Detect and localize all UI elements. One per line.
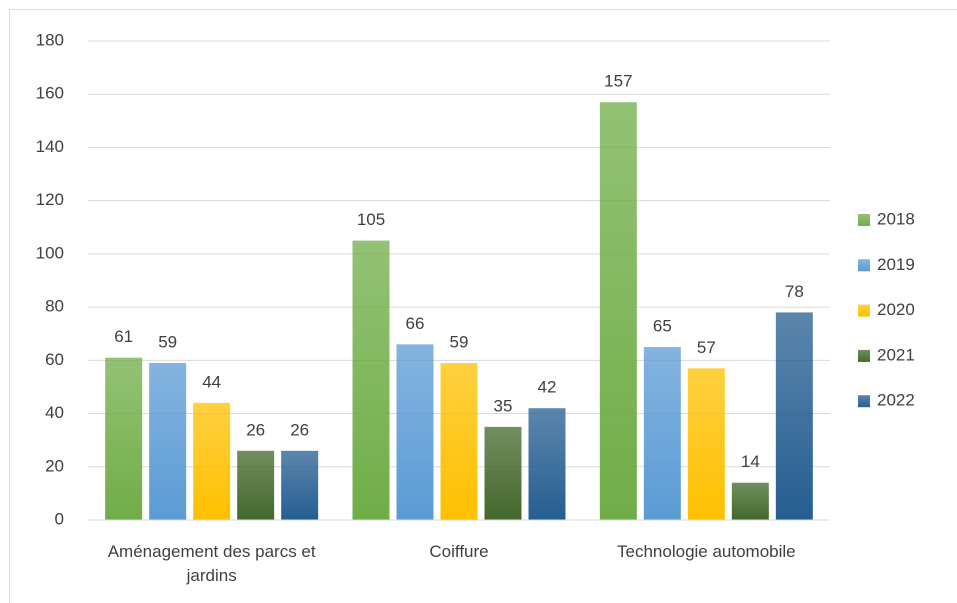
y-tick-label: 80 bbox=[45, 297, 64, 316]
y-tick-label: 60 bbox=[45, 350, 64, 369]
data-label: 65 bbox=[653, 317, 672, 336]
data-label: 42 bbox=[538, 378, 557, 397]
y-tick-label: 120 bbox=[36, 190, 64, 209]
y-tick-label: 160 bbox=[36, 84, 64, 103]
data-label: 59 bbox=[158, 332, 177, 351]
bar bbox=[149, 362, 187, 520]
bar bbox=[281, 450, 319, 520]
data-label: 57 bbox=[697, 338, 716, 357]
bar bbox=[775, 312, 813, 520]
data-label: 59 bbox=[450, 332, 469, 351]
bar bbox=[484, 426, 522, 520]
bar bbox=[528, 408, 566, 520]
bar bbox=[687, 368, 725, 520]
legend-swatch bbox=[858, 214, 870, 226]
bar bbox=[105, 357, 143, 520]
bar bbox=[440, 362, 478, 520]
legend-swatch bbox=[858, 395, 870, 408]
y-tick-label: 100 bbox=[36, 243, 64, 262]
y-tick-label: 140 bbox=[36, 137, 64, 156]
data-label: 44 bbox=[202, 372, 221, 391]
data-label: 157 bbox=[604, 72, 632, 91]
data-label: 14 bbox=[741, 452, 760, 471]
bar bbox=[731, 482, 769, 520]
bar bbox=[352, 240, 390, 521]
data-label: 35 bbox=[494, 396, 513, 415]
data-label: 105 bbox=[357, 210, 385, 229]
data-label: 78 bbox=[785, 282, 804, 301]
legend-label: 2021 bbox=[877, 345, 915, 364]
bar bbox=[396, 344, 434, 520]
legend-label: 2020 bbox=[877, 300, 915, 319]
legend-label: 2022 bbox=[877, 391, 915, 410]
legend-label: 2019 bbox=[877, 255, 915, 274]
chart-border bbox=[9, 9, 957, 603]
bar bbox=[193, 402, 231, 520]
bar bbox=[599, 102, 637, 520]
y-tick-label: 20 bbox=[45, 456, 64, 475]
x-tick-label: Coiffure bbox=[429, 542, 489, 561]
x-tick-label: Aménagement des parcs et jardins bbox=[107, 542, 316, 585]
data-label: 66 bbox=[406, 314, 425, 333]
y-tick-label: 40 bbox=[45, 403, 64, 422]
y-tick-label: 0 bbox=[55, 509, 64, 528]
data-label: 61 bbox=[114, 327, 133, 346]
x-tick-label: Technologie automobile bbox=[617, 542, 796, 561]
legend-swatch bbox=[858, 349, 870, 362]
bar bbox=[237, 450, 275, 520]
data-label: 26 bbox=[290, 420, 309, 439]
data-label: 26 bbox=[246, 420, 265, 439]
legend-swatch bbox=[858, 304, 870, 317]
y-tick-label: 180 bbox=[36, 30, 64, 49]
legend-swatch bbox=[858, 259, 870, 272]
legend-label: 2018 bbox=[877, 209, 915, 228]
bar bbox=[643, 347, 681, 520]
